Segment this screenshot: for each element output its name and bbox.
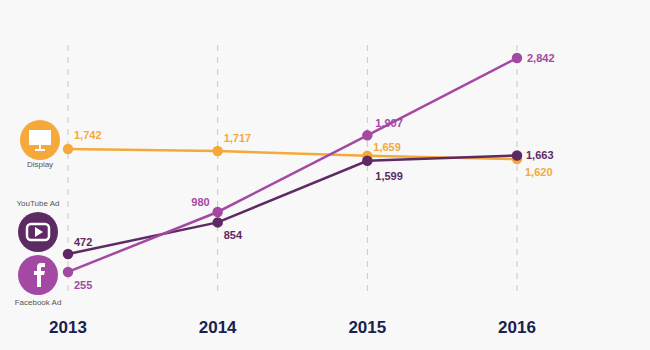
svg-text:255: 255 bbox=[74, 279, 92, 291]
svg-text:854: 854 bbox=[224, 229, 243, 241]
svg-text:2013: 2013 bbox=[49, 318, 87, 337]
svg-text:1,659: 1,659 bbox=[373, 141, 401, 153]
svg-text:1,717: 1,717 bbox=[224, 132, 252, 144]
html-text:Display: Display bbox=[26, 160, 54, 169]
svg-text:1,620: 1,620 bbox=[525, 166, 553, 178]
svg-text:2015: 2015 bbox=[348, 318, 386, 337]
html-text:YouTube Ad: YouTube Ad bbox=[16, 199, 60, 208]
svg-text:1,907: 1,907 bbox=[375, 117, 403, 129]
svg-text:1,599: 1,599 bbox=[375, 170, 403, 182]
svg-text:1,663: 1,663 bbox=[526, 149, 554, 161]
svg-text:472: 472 bbox=[74, 236, 92, 248]
svg-text:2,842: 2,842 bbox=[527, 52, 555, 64]
svg-text:1,742: 1,742 bbox=[74, 129, 102, 141]
html-text:Facebook Ad: Facebook Ad bbox=[14, 298, 62, 307]
svg-text:2016: 2016 bbox=[498, 318, 536, 337]
svg-text:2014: 2014 bbox=[199, 318, 237, 337]
svg-text:980: 980 bbox=[191, 196, 209, 208]
